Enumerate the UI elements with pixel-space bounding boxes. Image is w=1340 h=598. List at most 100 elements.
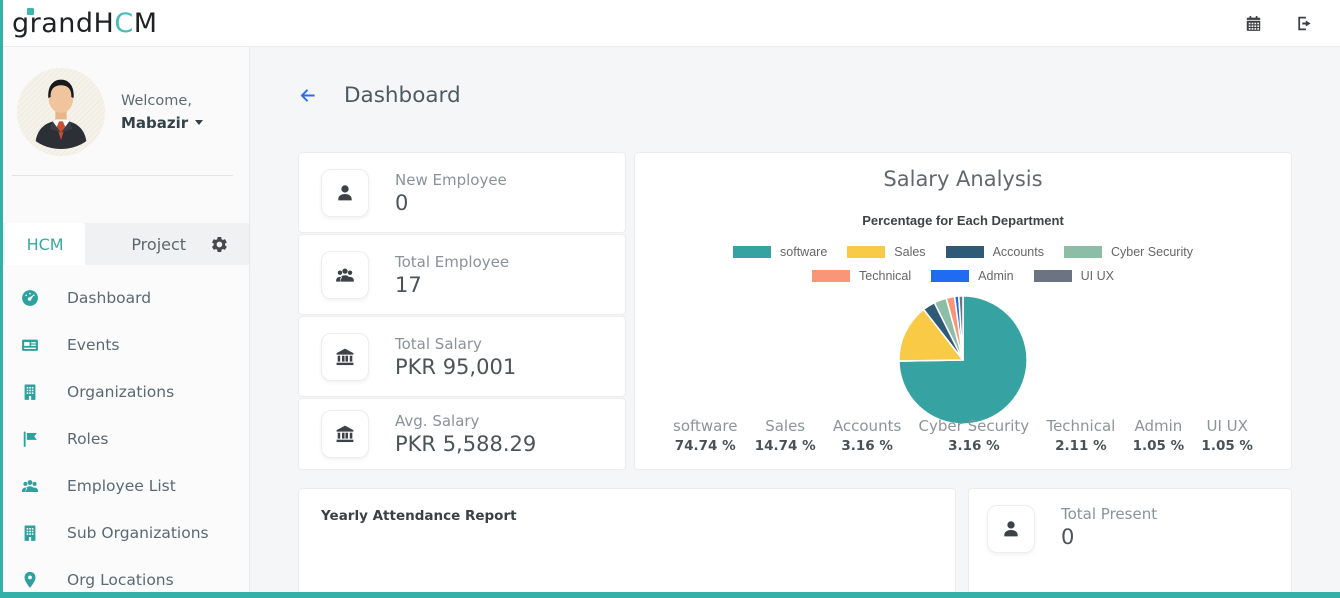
sidebar-item-employee-list[interactable]: Employee List	[0, 462, 249, 509]
sign-out-icon[interactable]	[1295, 14, 1314, 33]
page-title: Dashboard	[344, 82, 461, 108]
legend-item[interactable]: software	[733, 245, 827, 259]
dept-percent: 1.05 %	[1132, 438, 1185, 454]
gear-icon[interactable]	[210, 235, 229, 254]
username-dropdown[interactable]: Mabazir	[121, 114, 204, 132]
stat-card-avg-salary: Avg. Salary PKR 5,588.29	[298, 398, 626, 470]
legend-item[interactable]: Admin	[931, 269, 1014, 284]
dept-label-group: UI UX 1.05 %	[1201, 417, 1253, 454]
sidebar-item-org-locations[interactable]: Org Locations	[0, 556, 249, 598]
building-icon	[20, 382, 40, 402]
welcome-label: Welcome,	[121, 92, 192, 109]
legend-swatch	[1063, 246, 1102, 259]
users-icon	[20, 476, 40, 496]
chart-title: Salary Analysis	[883, 167, 1043, 192]
legend-label: Sales	[894, 245, 926, 260]
sidebar-item-sub-organizations[interactable]: Sub Organizations	[0, 509, 249, 556]
sidebar-item-label: Sub Organizations	[67, 523, 209, 542]
sidebar-item-organizations[interactable]: Organizations	[0, 368, 249, 415]
app-logo[interactable]: grandHCM	[12, 7, 158, 39]
stats-column: New Employee 0 Total Employee 17	[298, 152, 626, 470]
tab-hcm[interactable]: HCM	[5, 223, 86, 265]
stat-label: New Employee	[395, 170, 507, 189]
stat-label: Total Present	[1061, 505, 1158, 523]
profile-block: Welcome, Mabazir	[0, 47, 249, 169]
sidebar-tabs: HCM Project	[0, 223, 249, 265]
stat-value: 0	[1061, 525, 1075, 549]
legend-label: software	[780, 245, 828, 260]
page-edge-left	[0, 0, 3, 598]
attendance-title: Yearly Attendance Report	[321, 508, 517, 524]
sidebar-item-label: Org Locations	[67, 570, 174, 589]
user-avatar	[16, 67, 106, 157]
salary-analysis-card: Salary Analysis Percentage for Each Depa…	[634, 152, 1292, 470]
legend-label: Admin	[978, 269, 1014, 284]
dept-percent-row: software 74.74 % Sales 14.74 % Accounts 3.16 …	[673, 417, 1253, 454]
sidebar-item-dashboard[interactable]: Dashboard	[0, 274, 249, 321]
yearly-attendance-card: Yearly Attendance Report	[298, 488, 956, 598]
back-arrow-icon[interactable]	[298, 86, 317, 105]
building-icon	[20, 523, 40, 543]
legend-swatch	[931, 270, 970, 283]
bank-icon	[321, 410, 369, 459]
sidebar-item-roles[interactable]: Roles	[0, 415, 249, 462]
legend-label: Accounts	[992, 245, 1044, 260]
dept-percent: 1.05 %	[1201, 438, 1253, 454]
welcome-block: Welcome, Mabazir	[121, 92, 204, 132]
dept-percent: 3.16 %	[948, 438, 1000, 454]
stat-value: PKR 5,588.29	[395, 432, 537, 457]
dept-label-group: Technical 2.11 %	[1046, 417, 1115, 454]
logo-text-end: M	[133, 7, 158, 39]
dept-label-group: software 74.74 %	[673, 417, 737, 454]
legend-item[interactable]: Cyber Security	[1063, 245, 1193, 260]
dept-name: Cyber Security	[918, 417, 1030, 435]
logo-accent-letter: C	[114, 7, 134, 39]
legend-label: Cyber Security	[1110, 245, 1193, 260]
dept-label-group: Cyber Security 3.16 %	[919, 417, 1030, 454]
total-present-card: Total Present 0	[968, 488, 1292, 598]
dept-percent: 74.74 %	[674, 438, 736, 454]
pie-slice	[957, 295, 964, 362]
legend-item[interactable]: Accounts	[945, 245, 1044, 260]
dept-label-group: Admin 1.05 %	[1133, 417, 1185, 454]
chart-subtitle: Percentage for Each Department	[862, 213, 1064, 229]
legend-swatch	[847, 246, 886, 259]
page-title-row: Dashboard	[298, 77, 1292, 113]
legend-item[interactable]: Sales	[847, 245, 926, 260]
legend-item[interactable]: Technical	[812, 269, 911, 283]
stat-card-total-employee: Total Employee 17	[298, 234, 626, 316]
logo-square-accent	[27, 7, 34, 15]
calendar-icon[interactable]	[1244, 14, 1263, 33]
sidebar-item-events[interactable]: Events	[0, 321, 249, 368]
stat-value: 0	[395, 190, 409, 215]
dept-percent: 14.74 %	[754, 438, 816, 454]
gauge-icon	[20, 288, 40, 308]
sidebar-divider	[12, 175, 233, 176]
sidebar: Welcome, Mabazir HCM Project Dashboard	[0, 47, 250, 598]
legend-swatch	[945, 246, 984, 259]
dept-name: Accounts	[832, 417, 902, 435]
pie-slice	[898, 295, 1028, 426]
top-header: grandHCM	[0, 0, 1340, 47]
stat-label: Total Salary	[395, 334, 482, 353]
pie-chart[interactable]	[895, 292, 1031, 428]
chart-legend: software Sales Accounts Cyber Security Techn…	[678, 245, 1248, 283]
stat-value: 17	[395, 272, 422, 297]
legend-swatch	[1033, 270, 1072, 283]
dept-label-group: Accounts 3.16 %	[833, 417, 901, 454]
legend-label: Technical	[859, 269, 912, 284]
sidebar-item-label: Roles	[67, 429, 109, 448]
flag-icon	[20, 429, 40, 449]
legend-swatch	[733, 246, 772, 259]
user-icon	[321, 168, 369, 217]
newspaper-icon	[20, 335, 40, 355]
tab-project[interactable]: Project	[131, 234, 187, 254]
dept-name: Technical	[1046, 417, 1116, 435]
legend-item[interactable]: UI UX	[1033, 269, 1114, 283]
sidebar-item-label: Events	[67, 335, 120, 354]
dept-label-group: Sales 14.74 %	[755, 417, 816, 454]
dept-name: software	[673, 417, 738, 435]
users-icon	[321, 250, 369, 299]
stat-card-total-salary: Total Salary PKR 95,001	[298, 316, 626, 398]
bank-icon	[321, 332, 369, 381]
